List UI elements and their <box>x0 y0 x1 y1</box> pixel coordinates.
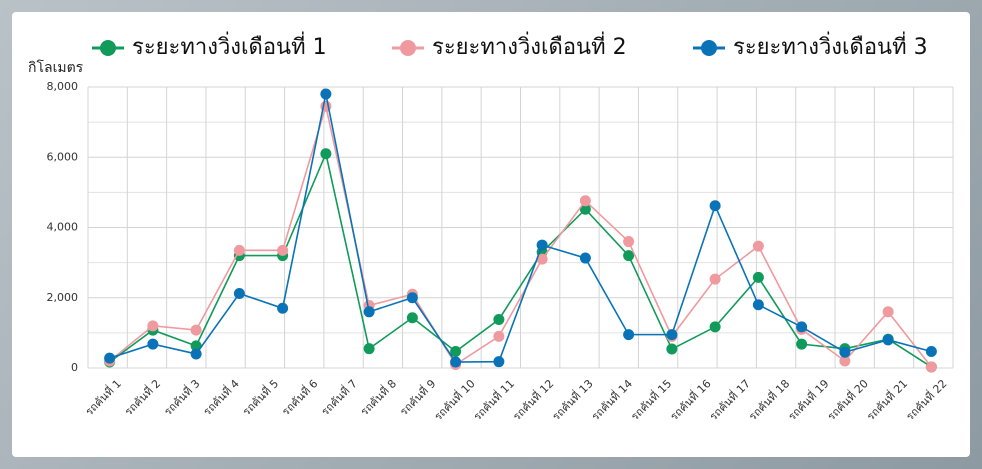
point <box>623 250 635 262</box>
point <box>536 239 548 251</box>
point <box>925 361 937 373</box>
point <box>277 302 289 314</box>
point <box>666 329 678 341</box>
point <box>147 320 159 332</box>
series-line <box>109 151 932 368</box>
point <box>104 352 116 364</box>
point <box>752 240 764 252</box>
point <box>709 200 721 212</box>
panel <box>12 12 970 457</box>
point <box>752 271 764 283</box>
y-tick-label: 6,000 <box>47 150 79 163</box>
point <box>493 356 505 368</box>
point <box>882 334 894 346</box>
y-tick-label: 8,000 <box>47 80 79 93</box>
point <box>882 306 894 318</box>
point <box>536 253 548 265</box>
point <box>190 348 202 360</box>
point <box>450 356 462 368</box>
legend-marker <box>701 40 717 56</box>
point <box>450 345 462 357</box>
point <box>363 306 375 318</box>
legend-label: ระยะทางวิ่งเดือนที่ 2 <box>432 31 627 60</box>
point <box>623 329 635 341</box>
legend-label: ระยะทางวิ่งเดือนที่ 3 <box>733 31 928 60</box>
point <box>233 288 245 300</box>
point <box>320 88 332 100</box>
point <box>925 345 937 357</box>
legend-label: ระยะทางวิ่งเดือนที่ 1 <box>132 31 327 60</box>
point <box>493 314 505 326</box>
point <box>709 321 721 333</box>
point <box>796 338 808 350</box>
point <box>579 252 591 264</box>
point <box>190 324 202 336</box>
point <box>493 330 505 342</box>
point <box>320 148 332 160</box>
point <box>363 343 375 355</box>
series-line <box>109 103 933 368</box>
point <box>839 355 851 367</box>
point <box>406 292 418 304</box>
point <box>752 299 764 311</box>
point <box>796 321 808 333</box>
point <box>579 203 591 215</box>
point <box>190 340 202 352</box>
point <box>406 312 418 324</box>
point <box>839 346 851 358</box>
point <box>233 244 245 256</box>
y-tick-label: 4,000 <box>47 221 79 234</box>
point <box>709 273 721 285</box>
y-tick-label: 0 <box>71 361 78 374</box>
point <box>666 343 678 355</box>
point <box>147 338 159 350</box>
series-line <box>109 93 932 363</box>
legend-marker <box>100 40 116 56</box>
legend-marker <box>400 40 416 56</box>
point <box>623 236 635 248</box>
point <box>277 244 289 256</box>
y-tick-label: 2,000 <box>47 291 79 304</box>
point <box>579 195 591 207</box>
y-axis-label: กิโลเมตร <box>28 59 84 76</box>
